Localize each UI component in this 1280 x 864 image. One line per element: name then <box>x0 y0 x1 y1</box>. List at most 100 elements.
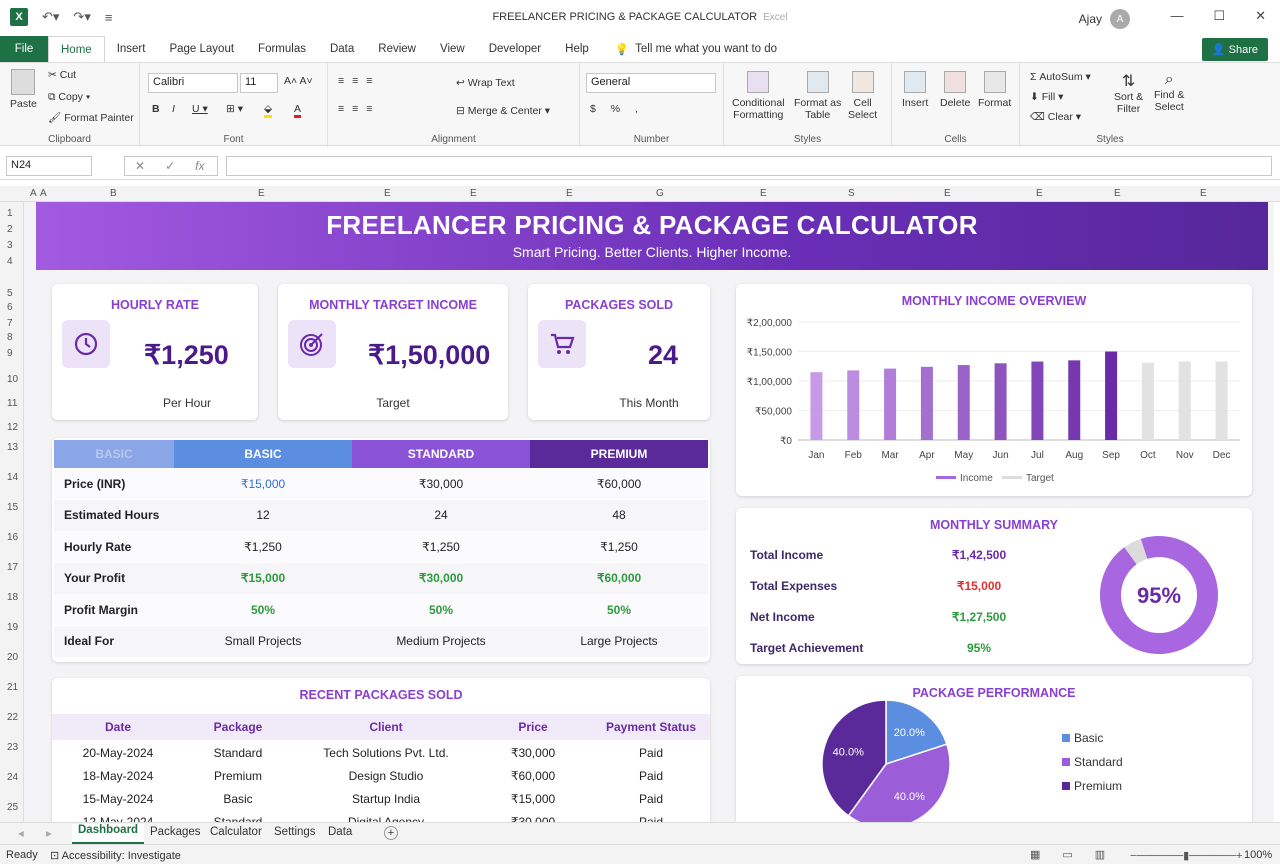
cut-button[interactable]: ✂ Cut <box>48 69 77 81</box>
bar-dec <box>1215 361 1228 440</box>
x-tick-label: Mar <box>881 450 899 461</box>
tell-me-search[interactable]: 💡 Tell me what you want to do <box>614 43 778 56</box>
share-button[interactable]: 👤 Share <box>1201 38 1268 61</box>
borders-icon[interactable]: ⊞ ▾ <box>226 103 243 115</box>
delete-cells-button[interactable]: Delete <box>940 71 970 109</box>
bar-feb <box>847 370 860 440</box>
fill-color-icon[interactable]: ⬙ <box>264 103 273 118</box>
redo-icon[interactable]: ↷▾ <box>73 9 91 24</box>
italic-button[interactable]: I <box>172 103 175 115</box>
tab-developer[interactable]: Developer <box>488 43 542 55</box>
underline-button[interactable]: U ▾ <box>192 103 208 115</box>
scroll-left-icon[interactable]: ◂ <box>18 828 24 840</box>
fill-button[interactable]: ⬇ Fill ▾ <box>1030 91 1064 103</box>
horizontal-align-icons[interactable]: ≡≡≡ <box>338 103 381 115</box>
zoom-level[interactable]: 100% <box>1244 849 1273 861</box>
formula-bar: N24 ✕ ✓ fx <box>0 152 1280 180</box>
scroll-right-icon[interactable]: ▸ <box>46 828 52 840</box>
tab-home[interactable]: Home <box>48 36 105 63</box>
sort-filter-button[interactable]: ⇅ Sort & Filter <box>1114 73 1144 115</box>
x-tick-label: Jun <box>993 450 1009 461</box>
sheet-tab-settings[interactable]: Settings <box>274 826 316 838</box>
wrap-text-button[interactable]: ↩ Wrap Text <box>456 77 515 89</box>
accessibility-icon: ⊡ <box>50 850 60 862</box>
tab-insert[interactable]: Insert <box>116 43 146 55</box>
merge-icon: ⊟ <box>456 105 465 117</box>
pricing-row-label: Your Profit <box>64 571 126 585</box>
summary-row: Total Expenses ₹15,000 <box>736 575 1076 603</box>
paste-button[interactable]: Paste <box>10 69 37 110</box>
clipboard-icon <box>11 69 36 95</box>
enter-icon[interactable]: ✓ <box>165 159 176 173</box>
view-mode-icons[interactable]: ▦▭▥ <box>1030 849 1128 861</box>
dashboard-subtitle: Smart Pricing. Better Clients. Higher In… <box>512 244 792 260</box>
dashboard-title: FREELANCER PRICING & PACKAGE CALCULATOR <box>326 210 978 240</box>
tab-page-layout[interactable]: Page Layout <box>169 43 235 55</box>
sort-icon: ⇅ <box>1121 73 1136 90</box>
tab-help[interactable]: Help <box>565 43 589 55</box>
table-row: 18-May-2024 Premium Design Studio ₹60,000 Pa… <box>52 765 710 788</box>
find-select-button[interactable]: ⌕ Find & Select <box>1154 71 1185 113</box>
pricing-row-label: Ideal For <box>64 634 115 648</box>
legend-income: Income <box>960 473 993 484</box>
undo-icon[interactable]: ↶▾ <box>42 9 60 24</box>
bold-button[interactable]: B <box>152 103 160 115</box>
donut-center-label: 95% <box>1137 583 1181 608</box>
clear-button[interactable]: ⌫ Clear ▾ <box>1030 111 1082 123</box>
quick-access-toolbar: X ↶▾ ↷▾ ≡ <box>10 8 112 26</box>
format-cells-button[interactable]: Format <box>978 71 1011 109</box>
tab-formulas[interactable]: Formulas <box>258 43 306 55</box>
package-performance-pie: 20.0% 40.0% 40.0% Basic Standard Premium <box>821 699 1123 822</box>
sheet-tab-data[interactable]: Data <box>328 826 353 838</box>
merge-center-button[interactable]: ⊟ Merge & Center ▾ <box>456 105 551 117</box>
number-format-icons[interactable]: $ % , <box>590 103 644 115</box>
summary-row: Total Income ₹1,42,500 <box>736 544 1076 572</box>
close-icon[interactable]: ✕ <box>1255 8 1266 23</box>
sheet-tab-dashboard[interactable]: Dashboard <box>72 824 145 844</box>
fx-icon[interactable]: fx <box>195 159 205 173</box>
cancel-icon[interactable]: ✕ <box>135 159 146 173</box>
user-account[interactable]: Ajay A <box>1079 9 1130 29</box>
zoom-slider[interactable]: −──────▮──────+ <box>1130 850 1243 862</box>
summary-value: ₹15,000 <box>956 579 1002 593</box>
format-painter-button[interactable]: 🖌 Format Painter <box>48 112 134 124</box>
grow-font-icon[interactable]: A˄ A˅ <box>284 75 313 87</box>
x-tick-label: Apr <box>919 450 935 461</box>
tab-review[interactable]: Review <box>378 43 416 55</box>
autosum-button[interactable]: Σ AutoSum ▾ <box>1030 71 1091 83</box>
customize-qat-icon[interactable]: ≡ <box>104 9 113 25</box>
tab-view[interactable]: View <box>440 43 465 55</box>
formula-input[interactable] <box>226 156 1272 176</box>
minimize-icon[interactable]: — <box>1170 8 1184 23</box>
recent-cell: Paid <box>638 792 664 806</box>
font-color-icon[interactable]: A <box>294 103 302 118</box>
tab-file[interactable]: File <box>0 36 48 62</box>
sheet-tab-calculator[interactable]: Calculator <box>210 826 262 838</box>
conditional-formatting-button[interactable]: Conditional Formatting <box>732 71 785 121</box>
maximize-icon[interactable]: ☐ <box>1213 8 1226 23</box>
font-name-select[interactable]: Calibri <box>148 73 238 93</box>
bar-aug <box>1068 360 1081 440</box>
bar-nov <box>1178 361 1191 440</box>
pricing-cell: ₹60,000 <box>596 571 642 585</box>
avatar: A <box>1110 9 1130 29</box>
insert-cells-button[interactable]: Insert <box>902 71 928 109</box>
format-as-table-button[interactable]: Format as Table <box>794 71 841 121</box>
monthly-income-chart-card: MONTHLY INCOME OVERVIEW ₹0 ₹50,000 ₹1,00,0… <box>736 284 1252 496</box>
cell-styles-button[interactable]: Cell Select <box>848 71 877 121</box>
vertical-align-icons[interactable]: ≡≡≡ <box>338 75 381 87</box>
pricing-cell: Small Projects <box>224 634 302 648</box>
recent-column-header: Package <box>213 720 263 734</box>
font-size-select[interactable]: 11 <box>240 73 278 93</box>
tab-data[interactable]: Data <box>329 43 355 55</box>
accessibility-status[interactable]: ⊡ Accessibility: Investigate <box>50 850 181 862</box>
sheet-tab-packages[interactable]: Packages <box>150 826 201 838</box>
add-sheet-icon[interactable]: + <box>384 826 398 840</box>
pie-data-label: 40.0% <box>894 791 925 803</box>
name-box[interactable]: N24 <box>6 156 92 176</box>
recent-column-header: Price <box>518 720 548 734</box>
copy-button[interactable]: ⧉ Copy ▾ <box>48 91 91 103</box>
pricing-cell: ₹60,000 <box>596 476 642 491</box>
number-format-select[interactable]: General <box>586 73 716 93</box>
legend-target: Target <box>1026 473 1054 484</box>
